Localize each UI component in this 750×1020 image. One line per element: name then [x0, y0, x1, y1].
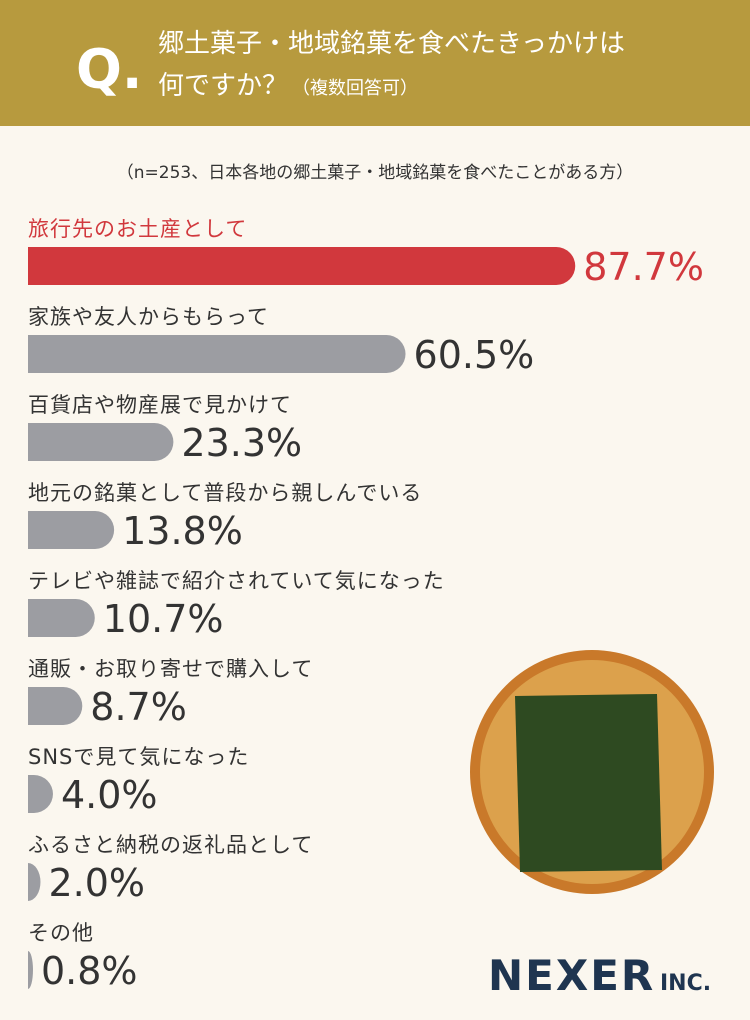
value-label: 13.8% [122, 509, 243, 553]
question-line: 何ですか？ （複数回答可） [158, 71, 418, 101]
category-label: 家族や友人からもらって [28, 305, 269, 329]
category-label: 旅行先のお土産として [28, 217, 247, 241]
bar [28, 863, 41, 901]
value-label: 23.3% [181, 421, 302, 465]
header-band [0, 0, 750, 126]
bar [28, 775, 53, 813]
question-line: 郷土菓子・地域銘菓を食べたきっかけは [158, 29, 625, 59]
bar [28, 599, 95, 637]
category-label: 地元の銘菓として普段から親しんでいる [28, 481, 422, 505]
brand-suffix: INC. [660, 971, 711, 996]
question-note: （複数回答可） [292, 78, 418, 99]
value-label: 87.7% [583, 245, 704, 289]
category-label: その他 [28, 921, 94, 945]
question-line: 何ですか？ [158, 71, 288, 101]
category-label: ふるさと納税の返礼品として [28, 833, 313, 857]
category-label: テレビや雑誌で紹介されていて気になった [28, 569, 445, 593]
nori [515, 694, 662, 872]
brand-name: NEXER [488, 951, 655, 1000]
bar [28, 511, 115, 549]
q-mark: Q. [76, 38, 142, 101]
category-label: 通販・お取り寄せで購入して [28, 657, 313, 681]
value-label: 60.5% [414, 333, 535, 377]
value-label: 4.0% [61, 773, 158, 817]
bar [28, 687, 83, 725]
category-label: SNSで見て気になった [28, 745, 249, 769]
category-label: 百貨店や物産展で見かけて [28, 393, 292, 417]
cracker-illustration [470, 650, 714, 894]
bar [28, 335, 406, 373]
value-label: 8.7% [90, 685, 187, 729]
value-label: 2.0% [48, 861, 145, 905]
subtitle: （n=253、日本各地の郷土菓子・地域銘菓を食べたことがある方） [117, 163, 633, 183]
bar [28, 951, 33, 989]
value-label: 0.8% [41, 949, 138, 993]
value-label: 10.7% [103, 597, 224, 641]
bar [28, 423, 174, 461]
bar [28, 247, 576, 285]
